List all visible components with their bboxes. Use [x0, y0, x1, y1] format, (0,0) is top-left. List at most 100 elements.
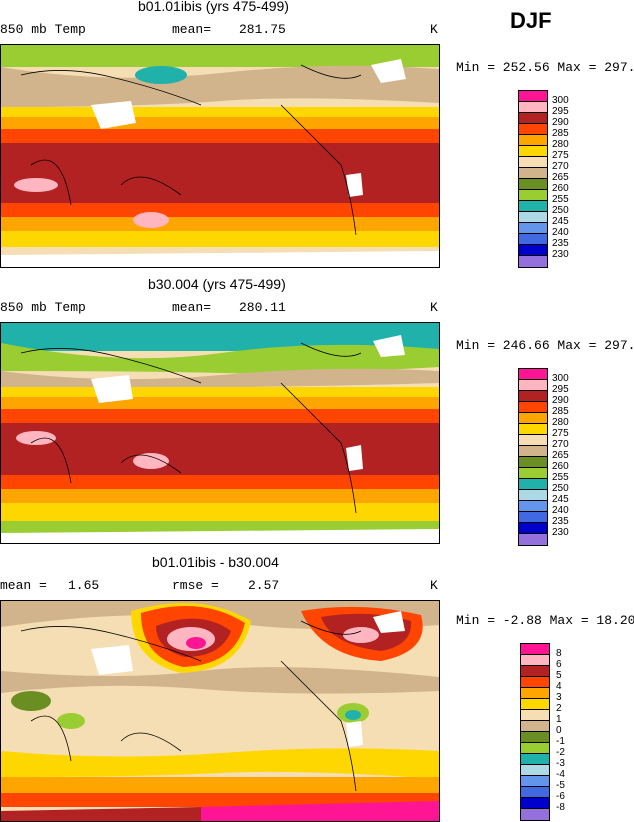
panel-3-colorbar	[520, 643, 550, 821]
panel-3-map-field	[1, 601, 439, 821]
panel-3-rmse-label: rmse =	[172, 578, 219, 593]
panel-3-colorbar-tick: -2	[556, 747, 565, 758]
panel-3-map	[0, 600, 440, 822]
panel-1-colorbar-tick: 275	[552, 150, 569, 161]
panel-2-colorbar-tick: 295	[552, 384, 569, 395]
panel-1-colorbar-swatch	[519, 113, 547, 124]
panel-1-colorbar-tick: 295	[552, 106, 569, 117]
panel-2-colorbar-swatch	[519, 391, 547, 402]
panel-2-colorbar-swatch	[519, 413, 547, 424]
panel-2-colorbar-swatch	[519, 424, 547, 435]
panel-2-colorbar-swatch	[519, 468, 547, 479]
panel-1-colorbar	[518, 90, 548, 268]
panel-2-map-field	[1, 323, 439, 543]
panel-1-colorbar-swatch	[519, 212, 547, 223]
panel-2-colorbar-tick: 300	[552, 373, 569, 384]
panel-2-map	[0, 322, 440, 544]
panel-1-colorbar-tick: 255	[552, 194, 569, 205]
panel-1-variable-label: 850 mb Temp	[0, 22, 86, 37]
panel-3-colorbar-tick: 4	[556, 681, 562, 692]
panel-2-colorbar-swatch	[519, 369, 547, 380]
panel-3-mean-label: mean =	[0, 578, 47, 593]
panel-2-colorbar	[518, 368, 548, 546]
panel-2-colorbar-tick: 290	[552, 395, 569, 406]
panel-1-map	[0, 44, 440, 268]
panel-3-colorbar-tick: 1	[556, 714, 562, 725]
panel-1-colorbar-tick: 285	[552, 128, 569, 139]
panel-2-units: K	[430, 300, 438, 315]
panel-1-mean-label: mean=	[172, 22, 212, 37]
panel-2-mean-value: 280.11	[239, 300, 286, 315]
panel-2-colorbar-swatch	[519, 534, 547, 545]
panel-1-minmax: Min = 252.56 Max = 297.71	[456, 60, 634, 75]
panel-3-colorbar-swatch	[521, 721, 549, 732]
panel-2-colorbar-tick: 235	[552, 516, 569, 527]
panel-2-colorbar-tick: 275	[552, 428, 569, 439]
panel-3-minmax: Min = -2.88 Max = 18.20	[456, 613, 634, 628]
panel-2-title: b30.004 (yrs 475-499)	[148, 276, 286, 292]
panel-3-colorbar-tick: -1	[556, 736, 565, 747]
panel-1-colorbar-swatch	[519, 190, 547, 201]
panel-2-colorbar-swatch	[519, 402, 547, 413]
panel-2-colorbar-swatch	[519, 512, 547, 523]
panel-2-colorbar-tick: 245	[552, 494, 569, 505]
panel-3-title: b01.01ibis - b30.004	[152, 554, 279, 570]
panel-1-colorbar-swatch	[519, 102, 547, 113]
panel-2-mean-label: mean=	[172, 300, 212, 315]
panel-1-colorbar-tick: 280	[552, 139, 569, 150]
panel-1-colorbar-swatch	[519, 168, 547, 179]
panel-1-title: b01.01ibis (yrs 475-499)	[138, 0, 289, 14]
panel-1-colorbar-swatch	[519, 256, 547, 267]
panel-3-colorbar-swatch	[521, 677, 549, 688]
panel-2-colorbar-tick: 260	[552, 461, 569, 472]
panel-2-minmax: Min = 246.66 Max = 297.59	[456, 338, 634, 353]
panel-3-colorbar-tick: -3	[556, 758, 565, 769]
panel-3-colorbar-swatch	[521, 688, 549, 699]
panel-2-colorbar-swatch	[519, 380, 547, 391]
panel-3-colorbar-tick: 2	[556, 703, 562, 714]
panel-3-rmse-value: 2.57	[248, 578, 280, 593]
panel-3-colorbar-tick: -6	[556, 791, 565, 802]
panel-3-colorbar-swatch	[521, 644, 549, 655]
panel-3-colorbar-tick: 8	[556, 648, 562, 659]
panel-2-colorbar-swatch	[519, 523, 547, 534]
panel-1-map-field	[1, 45, 439, 267]
panel-1-colorbar-tick: 290	[552, 117, 569, 128]
panel-3-mean-value: 1.65	[68, 578, 100, 593]
panel-3-colorbar-swatch	[521, 798, 549, 809]
panel-1-colorbar-swatch	[519, 223, 547, 234]
panel-1-colorbar-swatch	[519, 124, 547, 135]
panel-2-colorbar-tick: 250	[552, 483, 569, 494]
panel-2-colorbar-tick: 240	[552, 505, 569, 516]
panel-1-colorbar-tick: 235	[552, 238, 569, 249]
panel-3-colorbar-swatch	[521, 776, 549, 787]
panel-1-colorbar-swatch	[519, 135, 547, 146]
panel-3-colorbar-swatch	[521, 765, 549, 776]
panel-1-colorbar-swatch	[519, 234, 547, 245]
panel-1-colorbar-tick: 270	[552, 161, 569, 172]
panel-1-colorbar-swatch	[519, 245, 547, 256]
panel-3-colorbar-tick: -4	[556, 769, 565, 780]
panel-3-colorbar-tick: 3	[556, 692, 562, 703]
panel-1-colorbar-swatch	[519, 146, 547, 157]
panel-3-colorbar-tick: 0	[556, 725, 562, 736]
panel-3-colorbar-swatch	[521, 809, 549, 820]
panel-2-colorbar-tick: 270	[552, 439, 569, 450]
panel-1-colorbar-tick: 245	[552, 216, 569, 227]
panel-3-colorbar-tick: -5	[556, 780, 565, 791]
panel-2-colorbar-swatch	[519, 479, 547, 490]
panel-1-colorbar-tick: 265	[552, 172, 569, 183]
panel-2-colorbar-swatch	[519, 501, 547, 512]
panel-3-colorbar-swatch	[521, 754, 549, 765]
panel-2-colorbar-tick: 265	[552, 450, 569, 461]
panel-1-colorbar-swatch	[519, 201, 547, 212]
panel-3-colorbar-swatch	[521, 655, 549, 666]
panel-3-colorbar-swatch	[521, 699, 549, 710]
panel-2-colorbar-tick: 255	[552, 472, 569, 483]
season-label: DJF	[510, 8, 552, 33]
panel-3-colorbar-tick: 5	[556, 670, 562, 681]
panel-1-colorbar-swatch	[519, 157, 547, 168]
panel-1-colorbar-swatch	[519, 91, 547, 102]
panel-2-colorbar-swatch	[519, 435, 547, 446]
panel-3-colorbar-swatch	[521, 666, 549, 677]
